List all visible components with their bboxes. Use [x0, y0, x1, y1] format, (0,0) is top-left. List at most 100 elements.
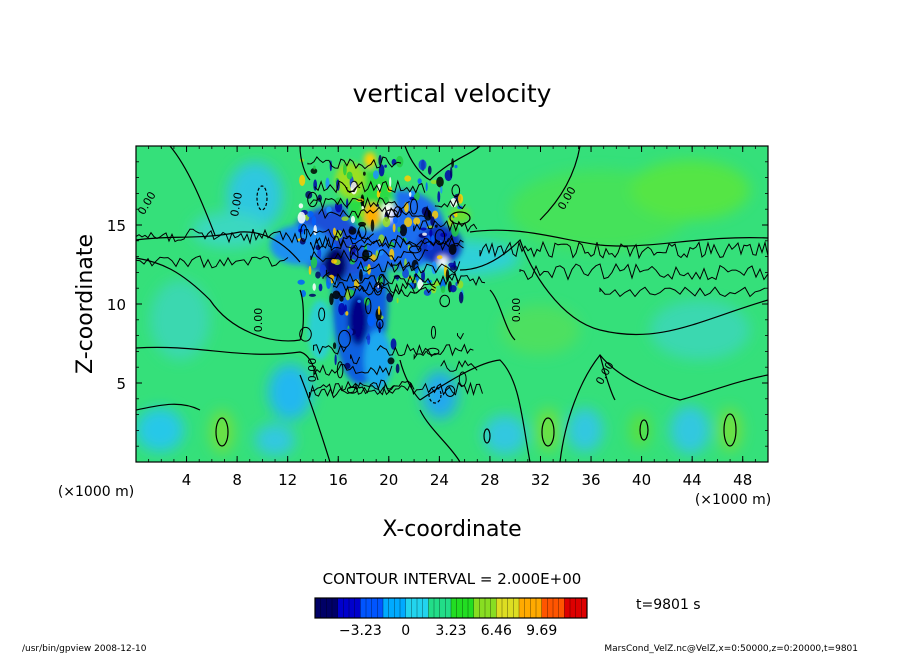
contour-wiggle [308, 384, 343, 399]
speckle [386, 292, 394, 303]
speckle [376, 191, 381, 198]
colorbar-cell [366, 598, 370, 618]
speckle [434, 224, 438, 228]
colorbar-cell [380, 598, 384, 618]
contour-loop [362, 250, 373, 258]
contours [136, 146, 768, 462]
contour-loop [336, 361, 344, 379]
colorbar-cell [320, 598, 324, 618]
field-blob [718, 408, 742, 452]
speckle [345, 328, 353, 336]
contour-line [559, 354, 768, 462]
colorbar-cell [533, 598, 537, 618]
speckle [396, 297, 399, 304]
contour-loop [541, 417, 555, 447]
y-axis-label: Z-coordinate [73, 234, 98, 374]
speckle [457, 280, 464, 289]
contour-wiggle [348, 382, 395, 396]
contour-wiggle [599, 286, 766, 298]
speckle [334, 197, 343, 205]
x-tick-label: 32 [531, 471, 550, 489]
contour-label: 0.00 [252, 308, 265, 333]
colorbar-cell [371, 598, 375, 618]
speckle [378, 164, 385, 177]
field-blob [483, 415, 527, 455]
colorbar-cell [405, 598, 409, 618]
speckle [377, 183, 381, 192]
colorbar-cell [354, 598, 358, 618]
x-tick-label: 12 [278, 471, 297, 489]
speckle [345, 311, 349, 316]
contour-loop [256, 185, 268, 211]
speckle [338, 302, 346, 316]
contour-label: 0.00 [510, 298, 523, 323]
speckle [299, 174, 306, 186]
colorbar-tick-label: 9.69 [526, 623, 557, 639]
colorbar-cell [456, 598, 460, 618]
colorbar-tick-label: 0 [401, 623, 410, 639]
contour-wiggle [136, 255, 289, 269]
chart-title: vertical velocity [353, 79, 552, 108]
contour-loop [299, 326, 312, 342]
contour-line [404, 146, 481, 181]
speckle [404, 217, 413, 228]
footer-right: MarsCond_VelZ.nc@VelZ,x=0:50000,z=0:2000… [604, 644, 858, 654]
field-blob [210, 410, 234, 454]
colorbar-cell [317, 598, 322, 618]
colorbar-cell [536, 598, 540, 618]
colorbar-cell [544, 598, 548, 618]
colorbar-cell [564, 598, 568, 618]
colorbar-cell [561, 598, 565, 618]
contour-loop [451, 184, 461, 198]
speckle [311, 216, 317, 226]
contour-loop [393, 206, 402, 218]
colorbar-cell [485, 598, 489, 618]
contour-loop [444, 385, 456, 397]
x-tick-label: 48 [733, 471, 752, 489]
field-blob [192, 212, 268, 248]
colorbar-cell [428, 598, 432, 618]
colorbar-cell [521, 598, 526, 618]
speckle [402, 268, 409, 279]
colorbar-cell [570, 598, 574, 618]
contour-loop [373, 282, 383, 296]
x-tick-label: 44 [683, 471, 702, 489]
colorbar-cell [329, 598, 333, 618]
colorbar-cell [368, 598, 373, 618]
speckle [450, 198, 458, 208]
x-tick-label: 4 [182, 471, 192, 489]
colorbar-cell [388, 598, 392, 618]
colorbar-cell [510, 598, 514, 618]
contour-loop [409, 198, 418, 215]
x-tick-label: 8 [232, 471, 242, 489]
contour-wiggle [479, 240, 768, 260]
colorbar-cell [499, 598, 503, 618]
contour-line [419, 359, 531, 462]
x-tick-label: 20 [379, 471, 398, 489]
colorbar-cell [340, 598, 344, 618]
colorbar-tick-label: 3.23 [435, 623, 466, 639]
field-blob [136, 408, 184, 452]
colorbar-cell [465, 598, 469, 618]
colorbar-cell [349, 598, 353, 618]
colorbar-cell [315, 598, 319, 618]
colorbar-cell [575, 598, 579, 618]
colorbar-cell [507, 598, 511, 618]
speckle [332, 227, 337, 236]
colorbar-cell [519, 598, 523, 618]
speckle [359, 269, 363, 282]
speckle [346, 171, 353, 180]
contour-line [136, 257, 304, 342]
x-tick-label: 36 [581, 471, 600, 489]
colorbar-cell [482, 598, 486, 618]
contour-wiggle [333, 280, 436, 295]
field-blob [630, 160, 750, 220]
colorbar-cell [402, 598, 407, 618]
speckle [426, 244, 434, 251]
speckle [377, 305, 381, 316]
contour-line [136, 403, 201, 411]
speckle [334, 354, 337, 366]
speckle [436, 255, 443, 260]
speckle [382, 216, 391, 228]
contour-wiggle [318, 205, 431, 220]
